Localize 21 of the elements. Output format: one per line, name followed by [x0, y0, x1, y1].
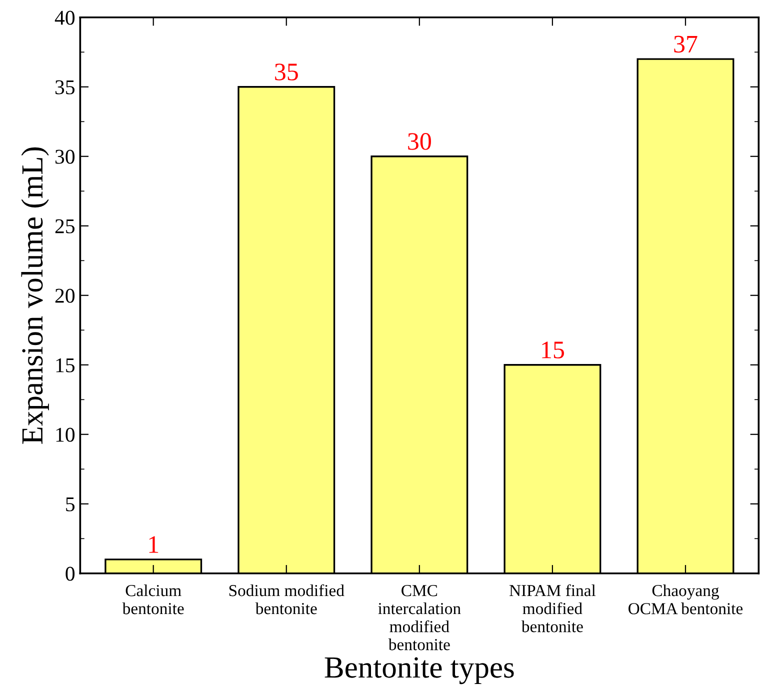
x-tick-label: Sodium modified bentonite [229, 584, 344, 614]
x-tick-label: NIPAM final modified bentonite [509, 584, 596, 632]
y-tick-label: 35 [55, 80, 75, 94]
y-tick-label: 5 [66, 497, 75, 512]
y-tick-label: 30 [55, 150, 75, 164]
y-tick-label: 0 [66, 566, 75, 581]
data-label: 37 [674, 36, 698, 53]
x-tick-label: Chaoyang OCMA bentonite [628, 584, 743, 614]
y-tick-label: 25 [55, 219, 75, 234]
y-tick-label: 10 [56, 428, 75, 442]
data-label: 15 [542, 342, 564, 358]
data-label: 1 [149, 536, 158, 553]
data-label: 35 [275, 64, 298, 80]
y-tick-label: 20 [55, 288, 75, 303]
x-axis-title: Bentonite types [324, 657, 514, 684]
x-tick-label: Calcium bentonite [122, 584, 184, 614]
x-tick-label: CMC intercalation modified bentonite [378, 585, 461, 650]
data-label: 30 [408, 133, 431, 150]
y-tick-label: 15 [56, 358, 75, 372]
y-tick-label: 40 [54, 10, 75, 25]
y-axis-title: Expansion volume (mL) [21, 147, 49, 444]
